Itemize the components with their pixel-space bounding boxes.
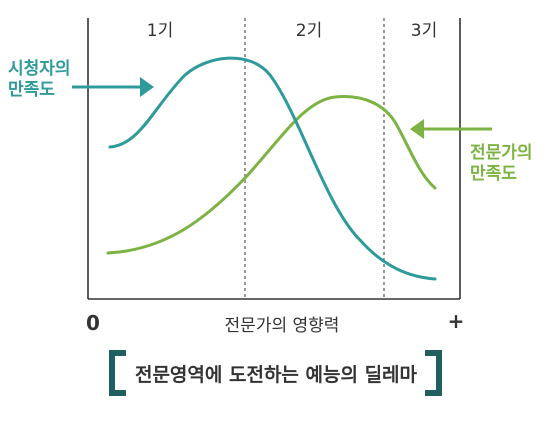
viewer-satisfaction-label-line2: 만족도 <box>8 80 55 100</box>
x-axis-end-label: + <box>448 309 465 333</box>
expert-satisfaction-label-line2: 만족도 <box>470 164 517 184</box>
expert-satisfaction-label-line1: 전문가의 <box>470 143 533 163</box>
caption-left-bracket <box>109 350 126 396</box>
viewer-satisfaction-label-line1: 시청자의 <box>8 58 71 79</box>
phase-label-2: 2기 <box>296 21 322 41</box>
caption-title: 전문영역에 도전하는 예능의 딜레마 <box>135 364 418 386</box>
viewer-satisfaction-curve <box>108 56 437 281</box>
expert-arrow-head <box>410 119 424 139</box>
x-axis-title: 전문가의 영향력 <box>225 316 340 336</box>
phase-label-3: 3기 <box>411 21 437 41</box>
viewer-arrow-head <box>140 77 154 97</box>
x-axis-start-label: 0 <box>86 311 100 335</box>
caption-right-bracket <box>425 350 442 396</box>
expert-satisfaction-curve <box>106 95 437 255</box>
phase-label-1: 1기 <box>147 21 173 41</box>
